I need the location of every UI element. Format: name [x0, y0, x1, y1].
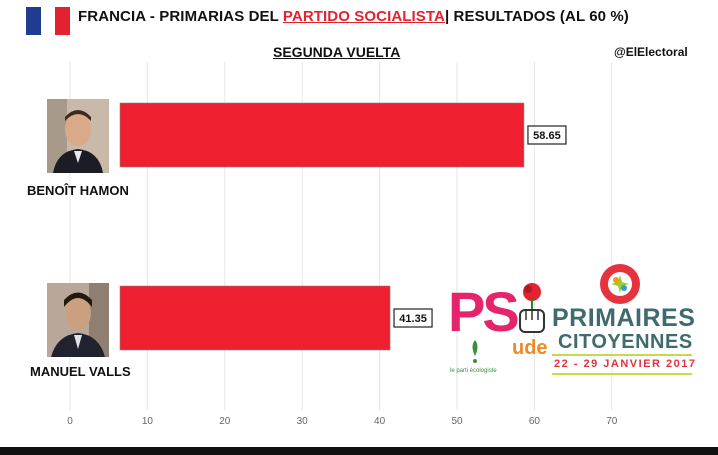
data-label-box	[393, 308, 433, 328]
title-suffix: | RESULTADOS (AL 60 %)	[444, 8, 629, 25]
valls-photo	[47, 283, 109, 357]
flag-blue-stripe	[26, 7, 41, 35]
primaires-text: PRIMAIRES	[552, 304, 696, 332]
data-label: 41.35	[399, 313, 427, 325]
france-flag	[26, 7, 71, 35]
x-tick-label: 20	[219, 416, 231, 427]
x-tick-label: 10	[142, 416, 154, 427]
data-label: 58.65	[533, 130, 561, 142]
x-tick-label: 60	[529, 416, 541, 427]
ps-fist-rose-icon	[519, 283, 545, 333]
ude-logo-text: ude	[512, 337, 548, 359]
x-tick-label: 50	[451, 416, 463, 427]
primary-dates: 22 - 29 JANVIER 2017	[554, 358, 697, 370]
x-tick-label: 30	[297, 416, 309, 427]
twitter-handle: @ElElectoral	[614, 45, 688, 59]
bottom-border	[0, 447, 718, 455]
x-tick-label: 70	[606, 416, 618, 427]
candidate-name-hamon: BENOÎT HAMON	[27, 183, 129, 198]
chart-title: SEGUNDA VUELTA	[273, 44, 401, 60]
x-tick-label: 0	[67, 416, 73, 427]
bar	[119, 285, 391, 351]
data-label-box	[527, 125, 567, 145]
ps-logo-text: PS	[448, 280, 520, 343]
page-title: FRANCIA - PRIMARIAS DEL PARTIDO SOCIALIS…	[78, 8, 629, 25]
primaires-citoyennes-emblem-icon	[600, 264, 640, 304]
hamon-photo	[47, 99, 109, 173]
dates-bottom-rule	[552, 373, 692, 375]
bar	[119, 102, 525, 168]
x-tick-label: 40	[374, 416, 386, 427]
primary-logos: PS PRIMAIRES CITOYENNES 22 - 29 JANVIER …	[446, 262, 696, 382]
dates-top-rule	[552, 354, 692, 356]
ecologiste-leaf-icon	[472, 340, 478, 363]
title-prefix: FRANCIA - PRIMARIAS DEL	[78, 8, 283, 25]
citoyennes-text: CITOYENNES	[558, 331, 693, 353]
title-party-highlight: PARTIDO SOCIALISTA	[282, 8, 445, 25]
ecologiste-text: le parti écologiste	[450, 368, 497, 374]
flag-red-stripe	[55, 7, 71, 35]
flag-white-stripe	[40, 7, 56, 35]
candidate-name-valls: MANUEL VALLS	[30, 364, 131, 379]
